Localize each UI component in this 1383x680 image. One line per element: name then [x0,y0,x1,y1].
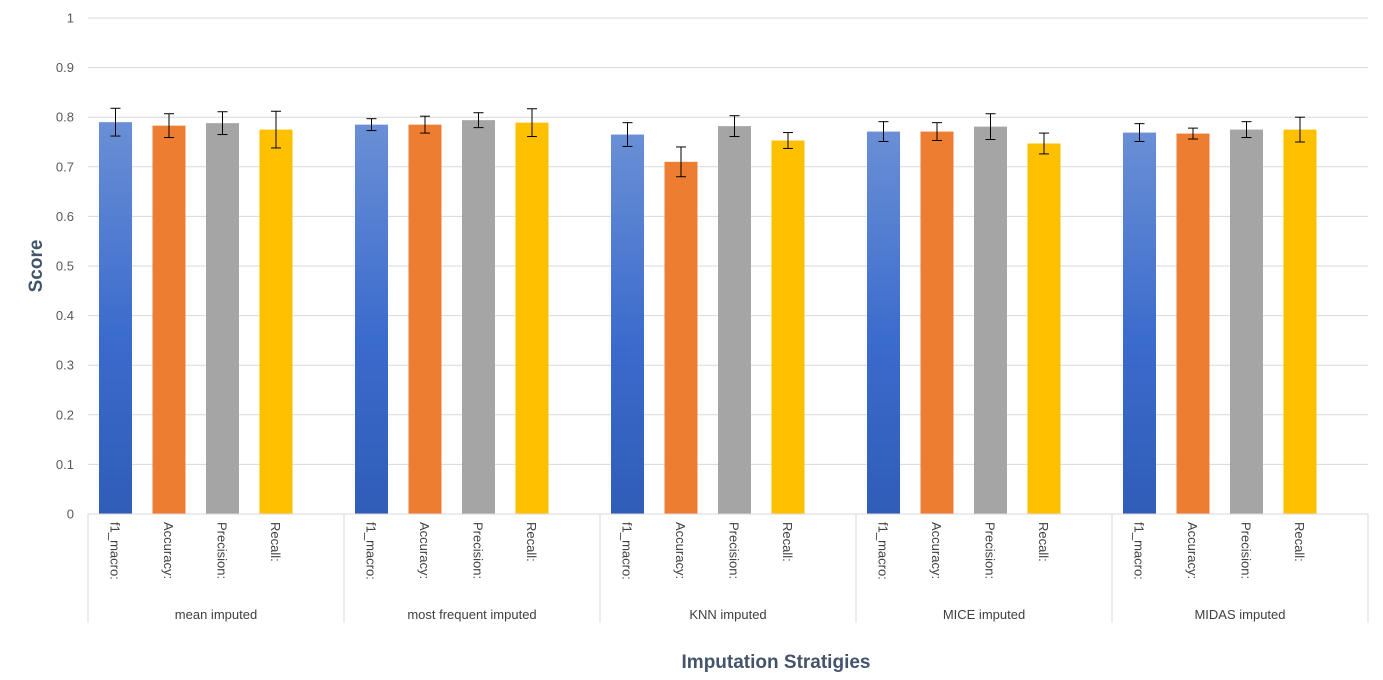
category-label: Recall: [1292,522,1307,562]
bar [1027,143,1061,514]
group-label: most frequent imputed [407,607,536,622]
y-axis-ticks: 0 0.1 0.2 0.3 0.4 0.5 0.6 0.7 0.8 0.9 1 [56,11,74,522]
bar [718,126,751,515]
bar [1283,129,1317,514]
bar [1123,132,1156,515]
category-label: Recall: [1036,522,1051,562]
bar [867,131,900,515]
bar [611,134,644,514]
y-tick-label: 0.7 [56,159,74,174]
category-label: Accuracy: [1185,522,1200,579]
category-label: f1_macro: [364,522,379,580]
group-label: mean imputed [175,607,257,622]
category-label: f1_macro: [1132,522,1147,580]
y-tick-label: 0.2 [56,407,74,422]
group-label: KNN imputed [689,607,766,622]
category-label: Accuracy: [673,522,688,579]
category-label: Recall: [268,522,283,562]
bar [1176,133,1210,514]
y-tick-label: 1 [67,11,74,26]
y-axis-title: Score [26,240,47,293]
y-tick-label: 0.5 [56,259,74,274]
bar [152,125,186,514]
y-tick-label: 0.3 [56,358,74,373]
bar [99,122,132,514]
category-label: Precision: [471,522,486,579]
category-label: f1_macro: [108,522,123,580]
category-label: Recall: [780,522,795,562]
group-label: MICE imputed [943,607,1025,622]
bar [206,123,239,514]
bar [771,140,805,514]
y-tick-label: 0 [67,507,74,522]
category-label: f1_macro: [620,522,635,580]
bar [355,124,388,514]
bar [974,126,1007,515]
y-tick-label: 0.9 [56,60,74,75]
x-axis-title: Imputation Stratigies [682,652,871,673]
category-label: Precision: [727,522,742,579]
category-label: Accuracy: [417,522,432,579]
y-tick-label: 0.6 [56,209,74,224]
y-tick-label: 0.8 [56,110,74,125]
category-label: Precision: [983,522,998,579]
category-label: Accuracy: [929,522,944,579]
bar [1230,129,1263,514]
error-bars [110,107,1305,178]
y-tick-label: 0.1 [56,457,74,472]
bar [408,124,442,514]
group-label: MIDAS imputed [1194,607,1285,622]
x-axis: mean imputed f1_macro: Accuracy: Precision:… [87,513,1369,623]
bar [259,129,293,514]
bar [462,120,495,515]
category-label: Precision: [1239,522,1254,579]
y-tick-label: 0.4 [56,308,74,323]
category-label: Accuracy: [161,522,176,579]
bars [99,120,1317,515]
bar [515,122,549,514]
category-label: Recall: [524,522,539,562]
bar [920,131,954,515]
category-label: f1_macro: [876,522,891,580]
category-label: Precision: [215,522,230,579]
bar [664,161,698,514]
